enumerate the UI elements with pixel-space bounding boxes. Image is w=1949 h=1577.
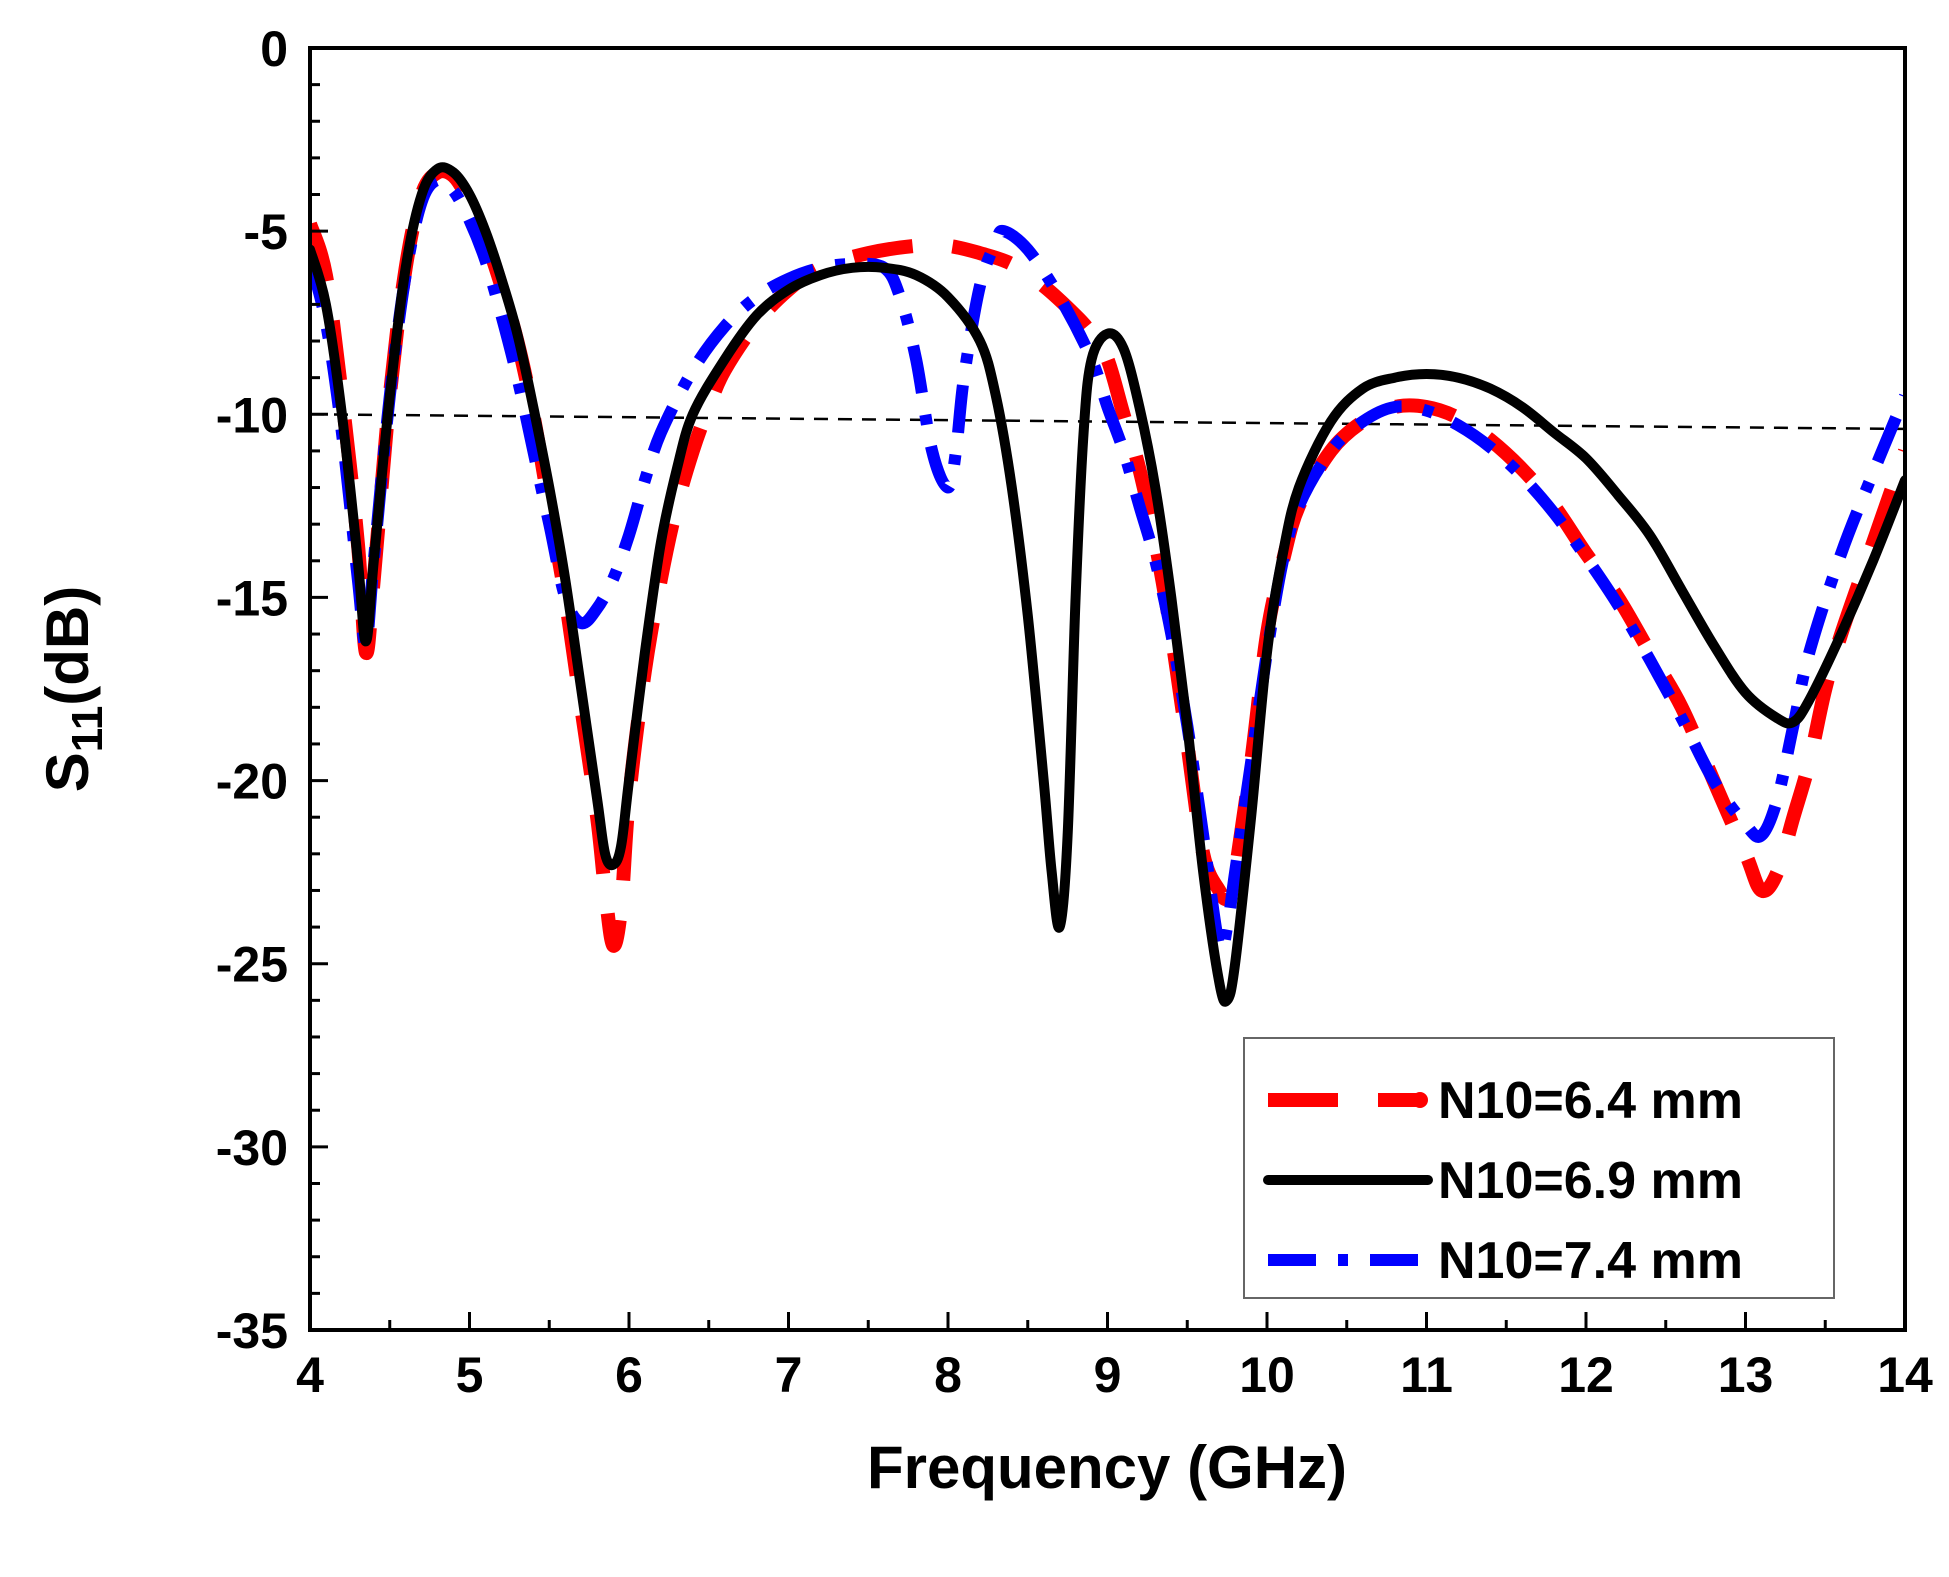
series-line-n10-6-4-mm (310, 164, 1905, 953)
legend-label: N10=7.4 mm (1438, 1232, 1743, 1290)
y-tick-label: -35 (216, 1303, 288, 1359)
y-tick-label: -25 (216, 937, 288, 993)
y-axis-title: S11(dB) (34, 586, 112, 793)
legend-label: N10=6.4 mm (1438, 1072, 1743, 1130)
y-tick-label: -15 (216, 570, 288, 626)
legend-swatch-dot (1412, 1092, 1428, 1108)
x-tick-label: 7 (775, 1347, 803, 1403)
plot-area (310, 162, 1905, 1007)
x-tick-label: 6 (615, 1347, 643, 1403)
series-line-n10-7-4-mm (310, 173, 1905, 957)
x-tick-label: 4 (296, 1347, 324, 1403)
y-axis-title-main: S (34, 752, 101, 792)
y-tick-label: -20 (216, 754, 288, 810)
legend: N10=6.4 mm N10=6.9 mm N10=7.4 mm (1243, 1037, 1835, 1299)
legend-label: N10=6.9 mm (1438, 1152, 1743, 1210)
x-tick-label: 12 (1558, 1347, 1614, 1403)
x-tick-label: 8 (934, 1347, 962, 1403)
ticks-layer (308, 46, 1907, 1332)
x-tick-label: 9 (1094, 1347, 1122, 1403)
y-tick-label: -5 (244, 204, 288, 260)
x-tick-label: 5 (456, 1347, 484, 1403)
y-tick-label: -30 (216, 1120, 288, 1176)
x-tick-label: 13 (1718, 1347, 1774, 1403)
y-tick-label: 0 (260, 21, 288, 77)
y-tick-label: -10 (216, 387, 288, 443)
legend-swatch (1268, 1092, 1428, 1108)
x-tick-label: 11 (1400, 1347, 1453, 1403)
y-axis-title-unit: (dB) (34, 586, 101, 706)
series-layer (310, 162, 1905, 1007)
x-tick-label: 10 (1239, 1347, 1295, 1403)
y-axis-title-subscript: 11 (63, 706, 112, 753)
series-line-n10-6-9-mm (310, 162, 1905, 1007)
x-axis-title: Frequency (GHz) (867, 1434, 1347, 1501)
tick-labels-layer: 4 5 6 7 8 9 10 11 12 13 14 0 -5 -10 -15 -20 -25 -30 -35 (216, 21, 1933, 1403)
x-tick-label: 14 (1877, 1347, 1933, 1403)
